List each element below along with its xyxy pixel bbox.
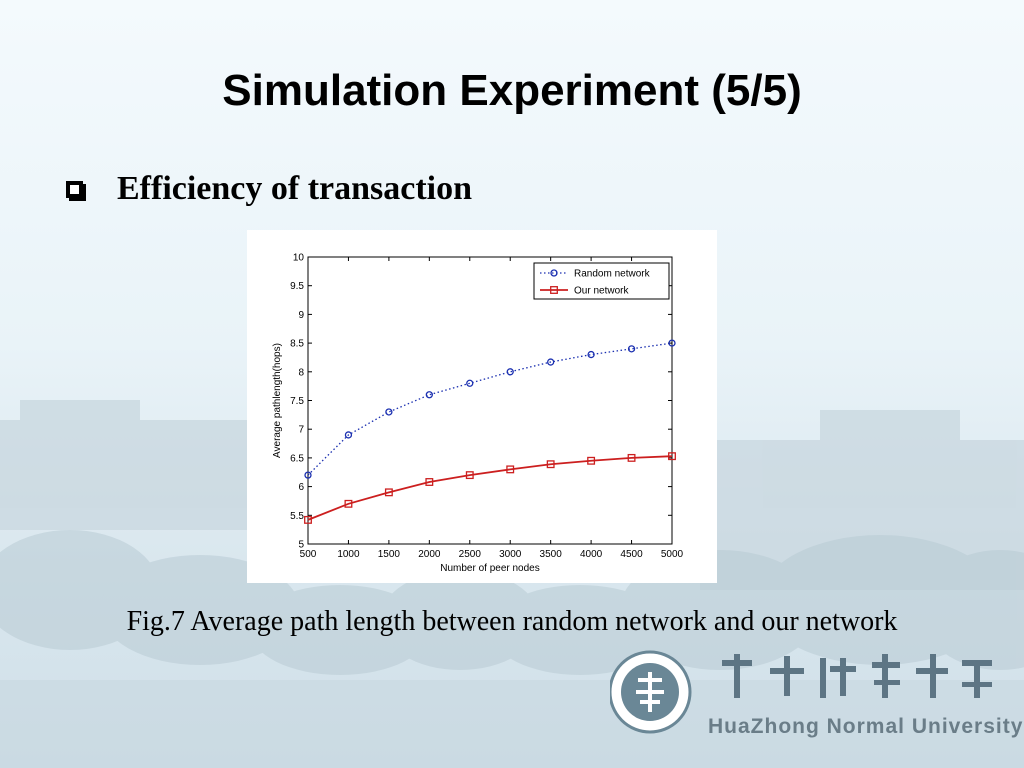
y-tick-label: 9.5 <box>290 281 304 292</box>
x-axis-label: Number of peer nodes <box>440 563 540 574</box>
legend-marker-square <box>550 286 558 294</box>
bullet-item: Efficiency of transaction <box>66 170 472 208</box>
x-tick-label: 4000 <box>580 549 603 560</box>
y-tick-label: 5.5 <box>290 511 304 522</box>
series-line-random-network <box>307 342 673 476</box>
y-tick-label: 6.5 <box>290 453 304 464</box>
data-point-random-network <box>627 345 636 353</box>
x-tick-label: 2500 <box>459 549 482 560</box>
background-campus-scene <box>0 400 1024 768</box>
data-point-random-network <box>506 368 514 376</box>
y-axis-label: Average pathlength(hops) <box>272 343 283 458</box>
data-point-random-network <box>344 431 353 439</box>
data-point-our-network <box>627 453 636 462</box>
y-tick-label: 7.5 <box>290 396 304 407</box>
data-point-our-network <box>344 499 353 508</box>
data-point-our-network <box>506 465 515 474</box>
legend-marker-circle <box>550 269 558 277</box>
x-tick-label: 5000 <box>661 549 684 560</box>
square-bullet-icon <box>66 180 83 198</box>
y-tick-label: 5 <box>298 540 304 551</box>
data-point-our-network <box>384 488 393 497</box>
university-logo <box>610 650 992 734</box>
data-point-random-network <box>425 391 433 399</box>
x-tick-label: 3000 <box>499 549 522 560</box>
line-chart: 500 1000 1500 2000 2500 3000 3500 4000 4500 5000 5… <box>272 253 684 575</box>
y-tick-label: 9 <box>298 310 304 321</box>
x-tick-label: 1500 <box>378 549 401 560</box>
data-point-our-network <box>668 452 676 461</box>
data-point-random-network <box>668 339 676 347</box>
data-point-our-network <box>465 471 474 480</box>
data-point-our-network <box>587 456 596 465</box>
data-point-random-network <box>587 350 595 359</box>
legend-label: Random network <box>574 269 651 280</box>
university-name: HuaZhong Normal University <box>708 715 1024 738</box>
data-point-our-network <box>304 515 312 524</box>
data-point-random-network <box>466 379 474 387</box>
y-tick-label: 8.5 <box>290 339 304 350</box>
legend-label: Our network <box>574 286 629 297</box>
figure-caption: Fig.7 Average path length between random… <box>126 606 898 637</box>
x-tick-label: 2000 <box>418 549 441 560</box>
slide-title: Simulation Experiment (5/5) <box>222 66 802 115</box>
data-point-random-network <box>385 408 393 416</box>
x-tick-label: 500 <box>300 549 317 560</box>
data-point-our-network <box>546 460 555 469</box>
data-point-random-network <box>547 358 555 366</box>
x-tick-label: 1000 <box>337 549 360 560</box>
y-tick-label: 6 <box>298 482 304 493</box>
series-line-our-network <box>307 455 673 521</box>
y-tick-label: 8 <box>298 367 304 378</box>
x-tick-label: 3500 <box>540 549 563 560</box>
chart-panel: 500 1000 1500 2000 2500 3000 3500 4000 4500 5000 5… <box>247 230 717 583</box>
data-point-our-network <box>425 478 434 486</box>
y-tick-label: 7 <box>298 425 304 436</box>
x-tick-label: 4500 <box>620 549 643 560</box>
data-point-random-network <box>304 471 312 479</box>
bullet-text: Efficiency of transaction <box>117 170 473 207</box>
y-tick-label: 10 <box>293 253 305 264</box>
plot-area <box>307 256 673 545</box>
